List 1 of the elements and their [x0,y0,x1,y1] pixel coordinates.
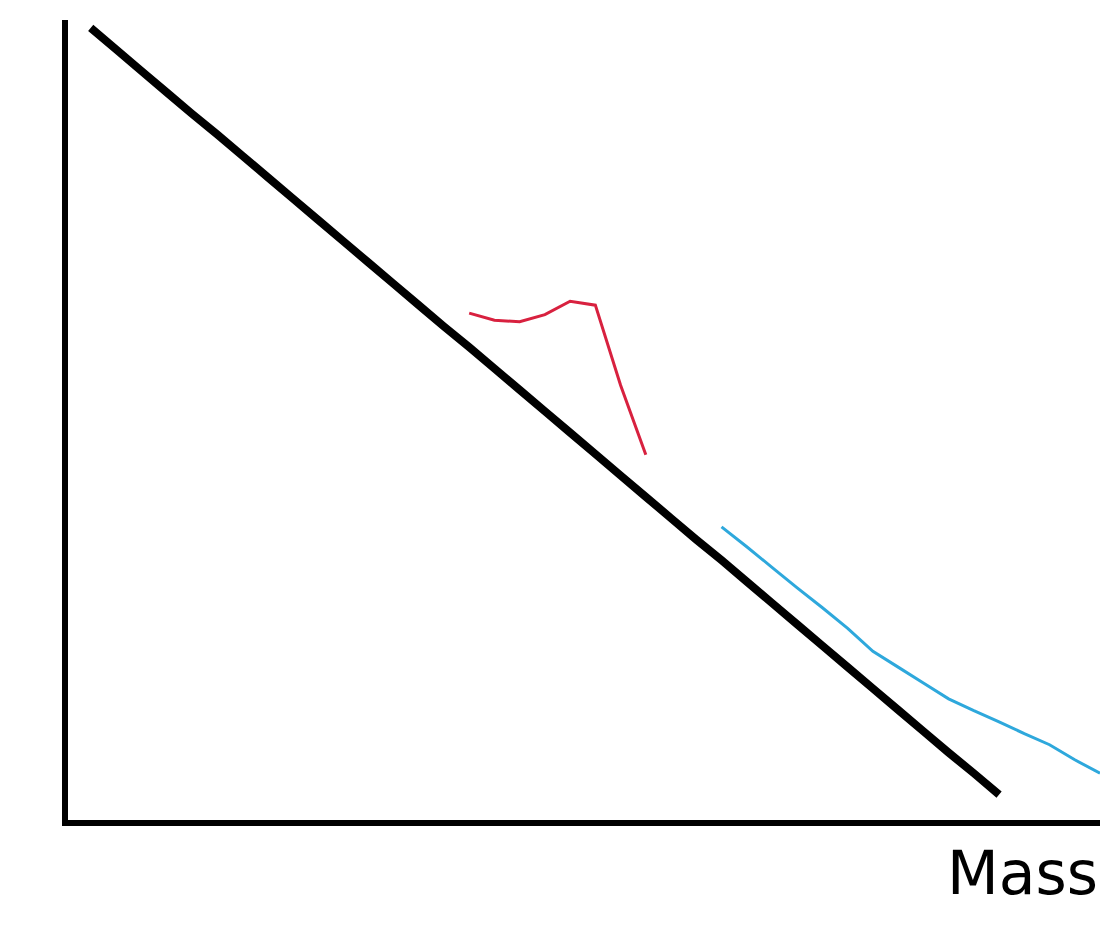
x-axis-title: Mass [947,838,1099,908]
